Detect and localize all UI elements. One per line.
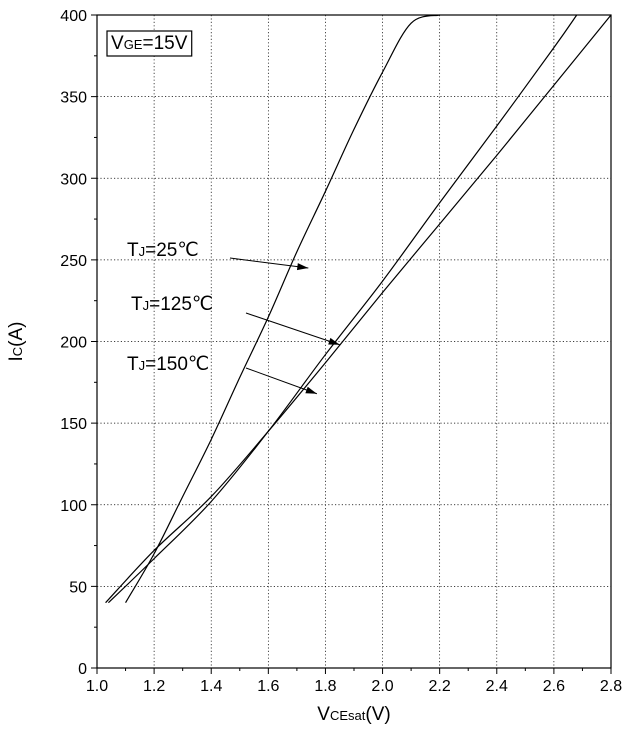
y-tick-label: 400	[60, 8, 87, 25]
series-line-2	[105, 14, 612, 604]
x-tick-label: 2.4	[486, 678, 508, 695]
annotation-tj-25-arrow	[229, 257, 309, 269]
x-tick-label: 1.0	[86, 678, 108, 695]
x-tick-label: 1.8	[314, 678, 336, 695]
series-line-0	[125, 14, 440, 604]
x-tick-label: 2.2	[429, 678, 451, 695]
annotation-tj-150-label: TJ=150℃	[127, 354, 209, 375]
annotation-tj-25: TJ=25℃	[127, 240, 309, 271]
x-tick-label: 1.4	[200, 678, 222, 695]
condition-box-label: VGE=15V	[111, 33, 188, 54]
condition-box-tail: =15V	[142, 33, 187, 54]
y-tick-label: 250	[60, 253, 87, 270]
condition-box: VGE=15V	[106, 30, 193, 57]
annotation-tj-125-label: TJ=125℃	[131, 294, 213, 315]
condition-box-sub: GE	[124, 37, 143, 52]
annotation-tj-150-arrowhead	[305, 386, 317, 394]
y-axis-title-tail: (A)	[6, 322, 27, 347]
y-axis-title: IC(A)	[6, 322, 27, 362]
condition-box-frame	[106, 30, 193, 57]
y-tick-label: 100	[60, 498, 87, 515]
y-tick-label: 0	[78, 661, 87, 678]
ticks-layer: 1.0 1.2 1.4 1.6 1.8 2.0 2.2 2.4 2.6 2.8 0 50 100 150 2…	[60, 8, 622, 695]
x-tick-label: 1.6	[257, 678, 279, 695]
x-tick-label: 1.2	[143, 678, 165, 695]
series-line-1	[108, 14, 578, 604]
x-axis-title-main: V	[317, 704, 330, 725]
y-tick-label: 200	[60, 335, 87, 352]
x-tick-label: 2.6	[543, 678, 565, 695]
annotation-tj-125: TJ=125℃	[131, 294, 340, 346]
annotation-tj-125-arrow	[245, 312, 340, 346]
y-tick-label: 300	[60, 171, 87, 188]
annotation-tj-25-arrowhead	[296, 263, 309, 271]
y-axis-title-main: I	[6, 356, 27, 361]
grid	[97, 15, 611, 668]
plot-frame	[96, 14, 612, 669]
x-axis-title: VCEsat(V)	[317, 704, 390, 725]
series-layer	[105, 14, 612, 604]
x-tick-label: 2.0	[371, 678, 393, 695]
annotation-tj-150-arrow	[245, 367, 318, 395]
x-tick-label: 2.8	[600, 678, 622, 695]
condition-box-main: V	[111, 33, 124, 54]
x-axis-title-sub: CEsat	[330, 708, 366, 723]
annotation-tj-125-arrowhead	[328, 337, 340, 345]
y-tick-label: 50	[69, 579, 87, 596]
y-tick-label: 350	[60, 90, 87, 107]
axes-layer	[96, 14, 612, 669]
annotation-tj-25-label: TJ=25℃	[127, 240, 199, 261]
y-axis-title-sub: C	[10, 347, 25, 356]
x-axis-title-tail: (V)	[365, 704, 390, 725]
annotation-tj-150: TJ=150℃	[127, 354, 318, 395]
y-tick-label: 150	[60, 416, 87, 433]
